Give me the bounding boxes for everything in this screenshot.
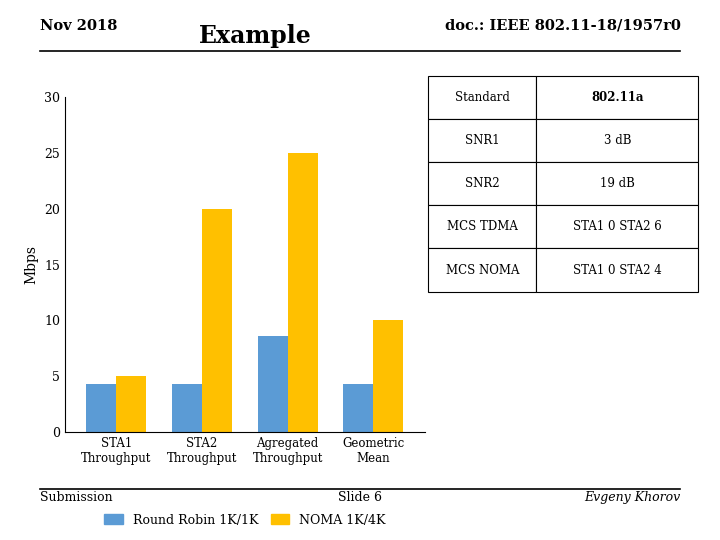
Text: 19 dB: 19 dB bbox=[600, 177, 635, 190]
Bar bbox=[428, 162, 536, 205]
Legend: Round Robin 1K/1K, NOMA 1K/4K: Round Robin 1K/1K, NOMA 1K/4K bbox=[99, 509, 391, 531]
Bar bbox=[288, 153, 318, 432]
Text: Slide 6: Slide 6 bbox=[338, 491, 382, 504]
Bar bbox=[172, 384, 202, 432]
Bar bbox=[536, 205, 698, 248]
Bar bbox=[536, 162, 698, 205]
Text: SNR1: SNR1 bbox=[465, 134, 500, 147]
Bar bbox=[536, 248, 698, 292]
Bar bbox=[86, 384, 116, 432]
Text: 802.11a: 802.11a bbox=[591, 91, 644, 104]
Text: MCS TDMA: MCS TDMA bbox=[447, 220, 518, 233]
Text: 3 dB: 3 dB bbox=[603, 134, 631, 147]
Text: Nov 2018: Nov 2018 bbox=[40, 19, 117, 33]
Bar bbox=[374, 320, 403, 432]
Bar bbox=[116, 376, 146, 432]
Y-axis label: Mbps: Mbps bbox=[24, 245, 38, 284]
Bar bbox=[428, 119, 536, 162]
Text: STA1 0 STA2 6: STA1 0 STA2 6 bbox=[573, 220, 662, 233]
Text: MCS NOMA: MCS NOMA bbox=[446, 264, 519, 276]
Bar bbox=[343, 384, 374, 432]
Text: doc.: IEEE 802.11-18/1957r0: doc.: IEEE 802.11-18/1957r0 bbox=[444, 19, 680, 33]
Text: STA1 0 STA2 4: STA1 0 STA2 4 bbox=[573, 264, 662, 276]
Text: Evgeny Khorov: Evgeny Khorov bbox=[584, 491, 680, 504]
Bar bbox=[536, 119, 698, 162]
Text: SNR2: SNR2 bbox=[465, 177, 500, 190]
Bar bbox=[428, 76, 536, 119]
Text: Standard: Standard bbox=[455, 91, 510, 104]
Bar bbox=[536, 76, 698, 119]
Bar bbox=[258, 336, 288, 432]
Text: Submission: Submission bbox=[40, 491, 112, 504]
Bar bbox=[202, 209, 232, 432]
Bar bbox=[428, 205, 536, 248]
Bar bbox=[428, 248, 536, 292]
Text: Example: Example bbox=[199, 24, 312, 48]
